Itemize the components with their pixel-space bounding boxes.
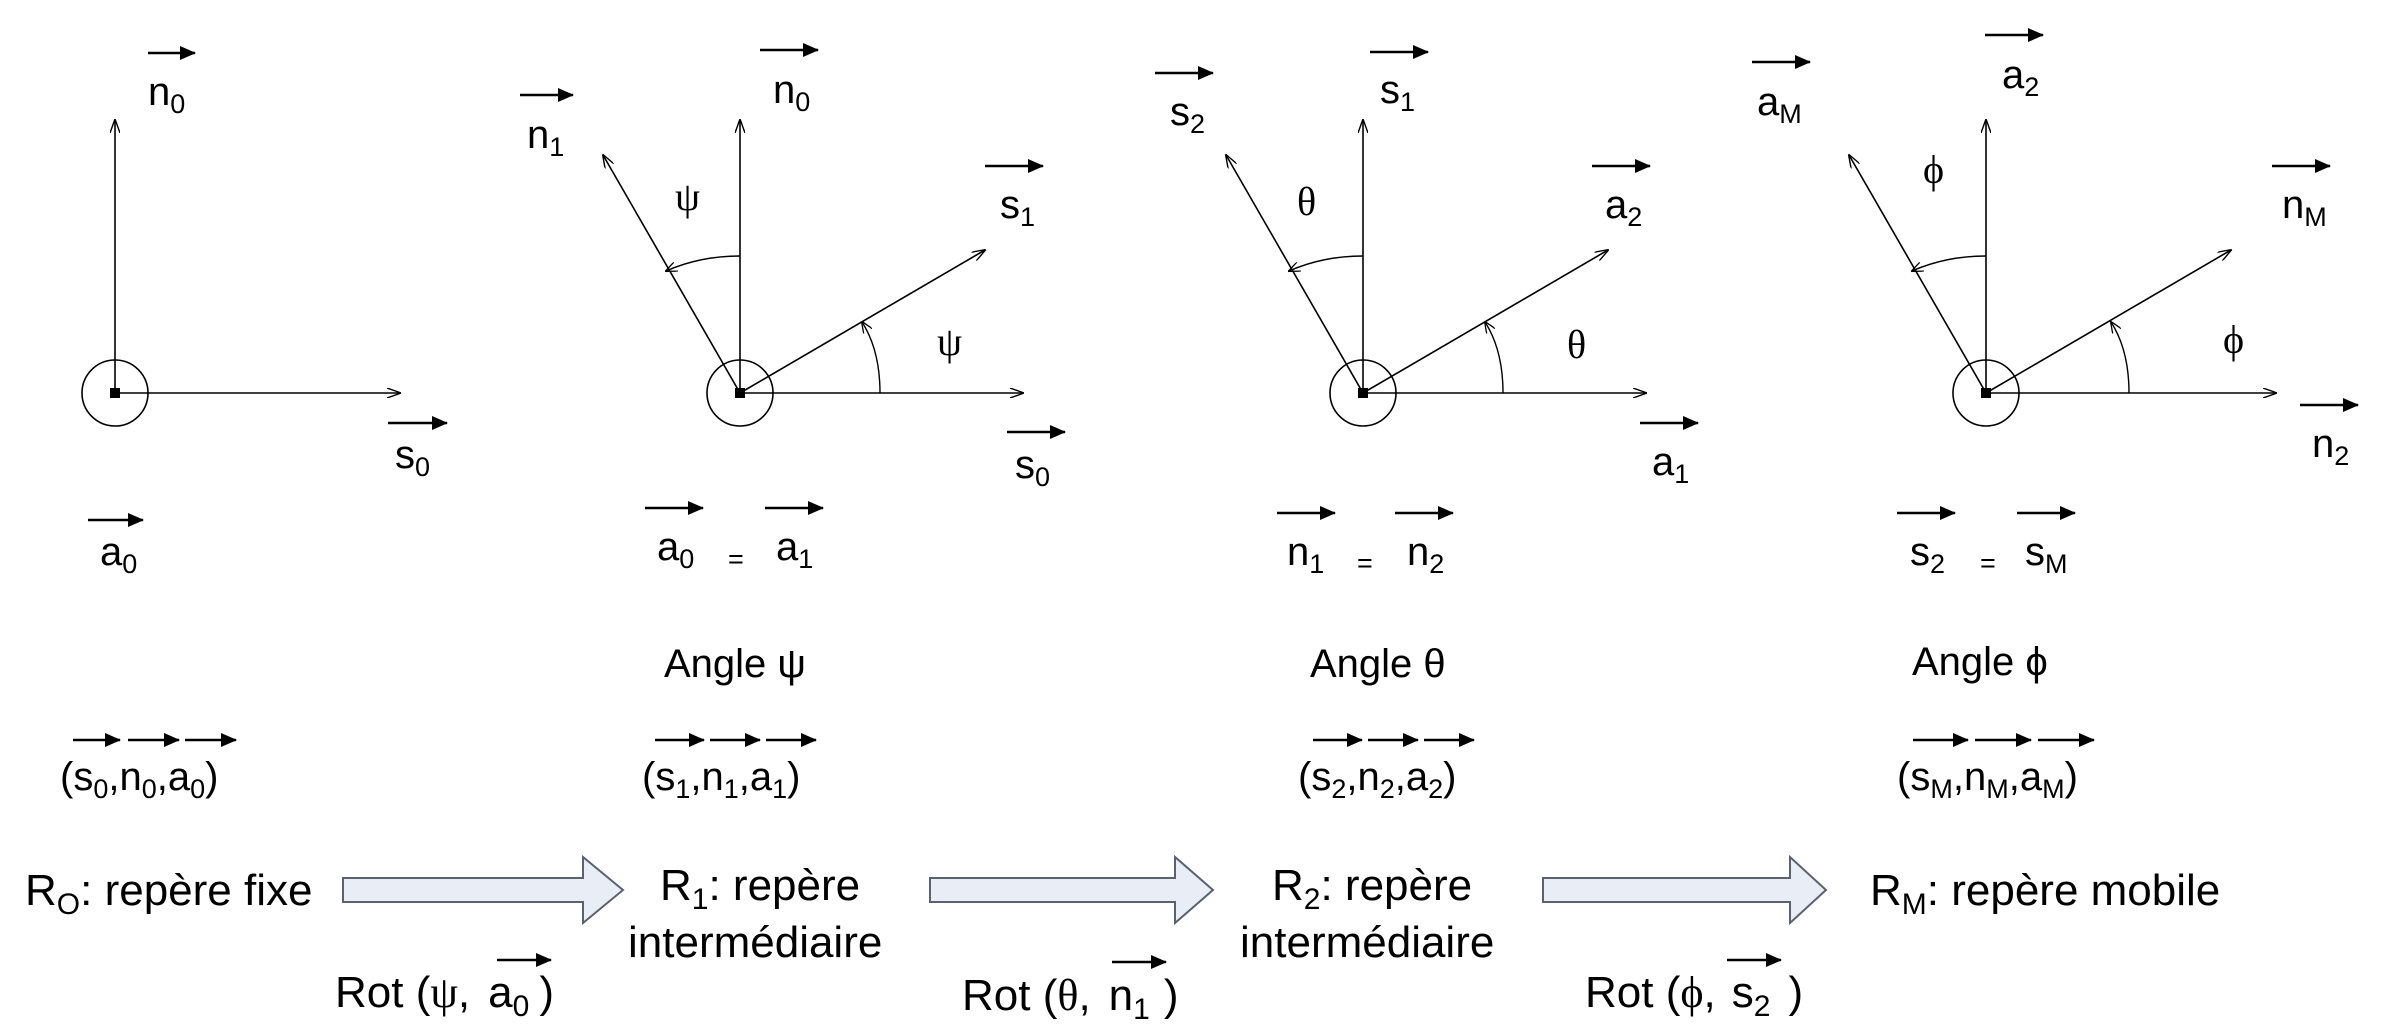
- svg-text:(s1,n1,a1): (s1,n1,a1): [642, 755, 801, 804]
- svg-text:=: =: [1357, 548, 1373, 578]
- label-n2: n2: [2300, 398, 2359, 471]
- label-s2: s2: [1155, 66, 1214, 139]
- angle-symbol-upper: ψ: [675, 174, 700, 219]
- svg-text:sM: sM: [2025, 530, 2068, 579]
- rotation-3: Rot (ϕ, s2): [1585, 953, 1803, 1023]
- svg-text:(s0,n0,a0): (s0,n0,a0): [60, 755, 219, 804]
- svg-text:s2: s2: [1170, 90, 1205, 139]
- angle-arc-upper: [666, 255, 741, 271]
- label-nm: nM: [2272, 159, 2331, 232]
- axis-n1: [603, 155, 741, 394]
- angle-symbol-lower: ψ: [937, 319, 962, 364]
- angle-arc-lower: [2111, 322, 2130, 394]
- svg-text:Rot (θ,n1): Rot (θ, n1): [962, 971, 1179, 1025]
- label-a2: a2: [1592, 159, 1651, 232]
- label-s0: s0: [1007, 425, 1066, 492]
- origin-point: [1358, 388, 1368, 398]
- label-am: aM: [1752, 55, 1811, 129]
- angle-symbol-lower: θ: [1567, 322, 1586, 367]
- origin-circle: [1952, 359, 2020, 427]
- svg-text:a2: a2: [2002, 53, 2039, 102]
- ref-r1: R1: repère: [660, 861, 860, 916]
- origin-point: [735, 388, 745, 398]
- label-a0: a0: [88, 513, 144, 579]
- triplet-rm: (sM,nM,aM): [1897, 733, 2095, 804]
- triplet-r1: (s1,n1,a1): [642, 733, 817, 804]
- origin-point: [1981, 388, 1991, 398]
- svg-text:n1: n1: [527, 113, 564, 162]
- angle-symbol-upper: θ: [1297, 179, 1316, 224]
- svg-text:Rot (ψ,a0): Rot (ψ, a0): [335, 968, 554, 1023]
- angle-symbol-upper: ϕ: [1923, 147, 1944, 192]
- transition-arrow-1: [342, 854, 625, 926]
- svg-text:n0: n0: [773, 68, 810, 117]
- frame-r2: θ θ s2 s1 a2 a1 n1 = n2: [1155, 45, 1699, 579]
- svg-text:s2: s2: [1910, 530, 1945, 579]
- svg-text:s1: s1: [1380, 68, 1415, 117]
- label-n1: n1: [520, 88, 574, 162]
- equality-n1-n2: n1 = n2: [1277, 506, 1454, 579]
- label-s1: s1: [1370, 45, 1429, 117]
- ref-r1-line2: intermédiaire: [628, 918, 882, 967]
- label-a2: a2: [1985, 28, 2044, 102]
- svg-text:a1: a1: [1652, 440, 1689, 489]
- axis-s2: [1226, 155, 1364, 394]
- rotation-1: Rot (ψ, a0): [335, 953, 554, 1023]
- svg-text:(s2,n2,a2): (s2,n2,a2): [1298, 755, 1457, 804]
- equality-s2-sm: s2 = sM: [1897, 506, 2076, 579]
- frame-r0: n0 s0 a0: [81, 46, 448, 579]
- svg-text:Rot (ϕ,s2): Rot (ϕ, s2): [1585, 968, 1803, 1023]
- svg-text:n1: n1: [1287, 530, 1324, 579]
- svg-text:a0: a0: [657, 525, 694, 574]
- triplet-r2: (s2,n2,a2): [1298, 733, 1475, 804]
- ref-r2: R2: repère: [1272, 861, 1472, 916]
- svg-text:a2: a2: [1605, 183, 1642, 232]
- rotation-2: Rot (θ, n1): [962, 955, 1179, 1025]
- angle-label-phi: Angle ϕ: [1912, 640, 2048, 684]
- ref-r2-line2: intermédiaire: [1240, 918, 1494, 967]
- label-n0: n0: [148, 46, 196, 119]
- svg-text:s0: s0: [1015, 443, 1050, 492]
- axis-am: [1849, 155, 1987, 394]
- svg-text:(sM,nM,aM): (sM,nM,aM): [1897, 755, 2078, 804]
- label-s0: s0: [388, 416, 448, 482]
- axis-nm: [1985, 250, 2231, 394]
- angle-symbol-lower: ϕ: [2223, 317, 2244, 362]
- origin-circle: [706, 359, 774, 427]
- triplet-r0: (s0,n0,a0): [60, 733, 237, 804]
- equality-a0-a1: a0 = a1: [645, 501, 824, 574]
- label-a1: a1: [1640, 416, 1699, 489]
- frame-r1: ψ ψ n1 n0 s1 s0 a0 = a1: [520, 43, 1066, 574]
- transition-arrow-2: [929, 854, 1215, 926]
- origin-circle: [1329, 359, 1397, 427]
- origin-circle: [81, 359, 149, 427]
- svg-text:nM: nM: [2282, 183, 2327, 232]
- angle-label-psi: Angle ψ: [664, 642, 806, 686]
- svg-text:s0: s0: [395, 433, 430, 482]
- ref-r0: RO: repère fixe: [25, 866, 312, 921]
- label-s1: s1: [985, 159, 1044, 232]
- ref-rm: RM: repère mobile: [1870, 866, 2220, 921]
- svg-text:a1: a1: [776, 525, 813, 574]
- origin-point: [110, 388, 120, 398]
- svg-text:a0: a0: [100, 530, 137, 579]
- svg-text:=: =: [1980, 548, 1996, 578]
- svg-text:n2: n2: [2312, 422, 2349, 471]
- svg-text:n2: n2: [1407, 530, 1444, 579]
- angle-label-theta: Angle θ: [1310, 642, 1446, 686]
- svg-text:=: =: [728, 544, 744, 574]
- svg-text:s1: s1: [1000, 183, 1035, 232]
- angle-arc-lower: [862, 322, 881, 394]
- frame-rm: ϕ ϕ aM a2 nM n2 s2 = sM: [1752, 28, 2359, 579]
- svg-text:aM: aM: [1757, 80, 1802, 129]
- angle-arc-upper: [1912, 255, 1987, 271]
- label-n0: n0: [760, 43, 819, 117]
- svg-text:n0: n0: [148, 70, 185, 119]
- angle-arc-upper: [1289, 255, 1364, 271]
- transition-arrow-3: [1542, 854, 1828, 926]
- angle-arc-lower: [1485, 322, 1504, 394]
